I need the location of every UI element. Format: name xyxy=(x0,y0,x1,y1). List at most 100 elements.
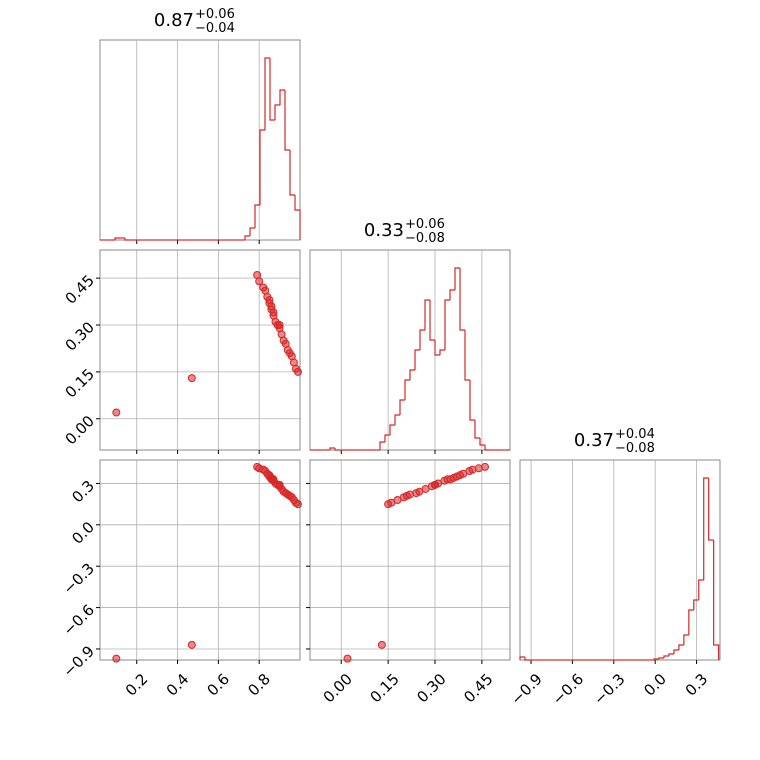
histogram-bin xyxy=(484,445,490,451)
panel-frame xyxy=(519,459,721,661)
histogram-bin xyxy=(693,599,699,610)
x-tick-label: 0.4 xyxy=(163,670,193,700)
x-tick-label: −0.3 xyxy=(590,670,628,708)
histogram-bin xyxy=(683,634,689,645)
histogram-bin xyxy=(703,477,709,580)
histogram-bin xyxy=(244,235,250,240)
sample-point xyxy=(481,462,489,471)
panel-frame xyxy=(309,459,511,661)
y-tick-label: 0.45 xyxy=(62,271,98,307)
histogram-bin xyxy=(389,424,395,435)
x-tick-label: 0.45 xyxy=(460,670,496,706)
sample-point xyxy=(112,654,121,663)
histogram-bin xyxy=(114,237,120,240)
histogram-bin xyxy=(439,349,445,355)
histogram-bin xyxy=(279,89,285,105)
title-plus: +0.04 xyxy=(615,427,655,442)
histogram-bin xyxy=(668,653,674,656)
histogram-bin xyxy=(254,204,260,228)
histogram-bin xyxy=(479,438,485,446)
histogram-bin xyxy=(289,150,295,196)
panel-title: 0.87 xyxy=(154,10,194,31)
histogram-bin xyxy=(284,90,290,151)
sample-point xyxy=(275,321,284,329)
panel: 0.87 +0.06−0.04 xyxy=(99,7,301,244)
histogram-bin xyxy=(429,300,435,341)
y-tick-label: 0.0 xyxy=(68,518,98,548)
title-minus: −0.08 xyxy=(405,231,445,246)
histogram-bin xyxy=(274,104,280,120)
sample-point xyxy=(384,500,393,509)
x-tick-label: 0.8 xyxy=(244,670,274,700)
sample-point xyxy=(253,462,262,471)
histogram-bin xyxy=(444,299,450,350)
title-plus: +0.06 xyxy=(195,7,235,22)
title-minus: −0.08 xyxy=(615,441,655,456)
sample-point xyxy=(112,408,121,417)
title-minus: −0.04 xyxy=(195,21,235,36)
panel: 0.37 +0.04−0.08 −0.9 −0.6 −0.3 0.0 0.3 xyxy=(507,427,721,709)
histogram-bin xyxy=(414,349,420,370)
sample-point xyxy=(187,640,196,649)
panel-frame xyxy=(99,459,301,661)
histogram-bin xyxy=(124,238,130,241)
histogram-bin xyxy=(294,195,301,240)
panel-title: 0.33 xyxy=(364,220,404,241)
histogram-bin xyxy=(449,289,455,300)
histogram-bin xyxy=(653,658,660,660)
histogram-bin xyxy=(454,267,460,290)
panel: 0.33 +0.06−0.08 xyxy=(309,217,511,454)
histogram-bin xyxy=(713,540,720,660)
histogram-bin xyxy=(519,656,525,660)
histogram-bin xyxy=(464,330,470,381)
histogram-bin xyxy=(419,329,425,350)
histogram-bin xyxy=(658,657,664,659)
title-plus: +0.06 xyxy=(405,217,445,232)
histogram-bin xyxy=(394,414,400,425)
histogram-bin xyxy=(708,478,714,541)
histogram-bin xyxy=(409,369,415,380)
panel-title: 0.37 xyxy=(574,430,614,451)
histogram-bin xyxy=(698,579,704,600)
histogram-bin xyxy=(688,609,694,635)
sample-point xyxy=(187,374,196,383)
histogram-bin xyxy=(334,448,340,451)
panel-frame xyxy=(99,249,301,451)
x-tick-label: 0.00 xyxy=(320,670,356,706)
histogram-bin xyxy=(469,380,475,421)
y-tick-label: 0.30 xyxy=(62,318,98,354)
histogram-bin xyxy=(379,441,385,450)
y-tick-label: −0.6 xyxy=(60,601,98,639)
histogram-bin xyxy=(673,649,679,654)
x-tick-label: 0.6 xyxy=(204,670,234,700)
histogram-bin xyxy=(434,340,440,356)
y-tick-label: 0.00 xyxy=(62,412,98,448)
x-tick-label: −0.9 xyxy=(507,670,545,708)
x-tick-label: 0.2 xyxy=(122,670,152,700)
y-tick-label: 0.15 xyxy=(62,365,98,401)
histogram-bin xyxy=(384,434,390,442)
histogram-bin xyxy=(264,57,270,130)
sample-point xyxy=(293,500,302,509)
histogram-bin xyxy=(678,644,684,650)
histogram-bin xyxy=(663,655,669,658)
y-tick-label: 0.3 xyxy=(68,477,98,507)
histogram-bin xyxy=(524,657,530,661)
y-tick-label: −0.3 xyxy=(60,559,98,597)
x-tick-label: 0.30 xyxy=(413,670,449,706)
panel: 0.00 0.15 0.30 0.45 xyxy=(62,249,302,454)
panel: −0.9−0.6 −0.3 0.0 0.3 0.2 0.4 0.6 0.8 xyxy=(60,459,302,700)
histogram-bin xyxy=(259,129,265,205)
histogram-bin xyxy=(269,58,275,121)
histogram-bin xyxy=(399,399,405,415)
x-tick-label: 0.0 xyxy=(640,670,670,700)
x-tick-label: −0.6 xyxy=(549,670,587,708)
sample-point xyxy=(431,480,439,489)
histogram-bin xyxy=(249,227,255,236)
y-tick-label: −0.9 xyxy=(60,642,98,680)
histogram-bin xyxy=(404,379,410,400)
histogram-bin xyxy=(424,299,430,330)
histogram-bin xyxy=(329,447,335,450)
panel: 0.00 0.15 0.30 0.45 xyxy=(306,459,511,706)
